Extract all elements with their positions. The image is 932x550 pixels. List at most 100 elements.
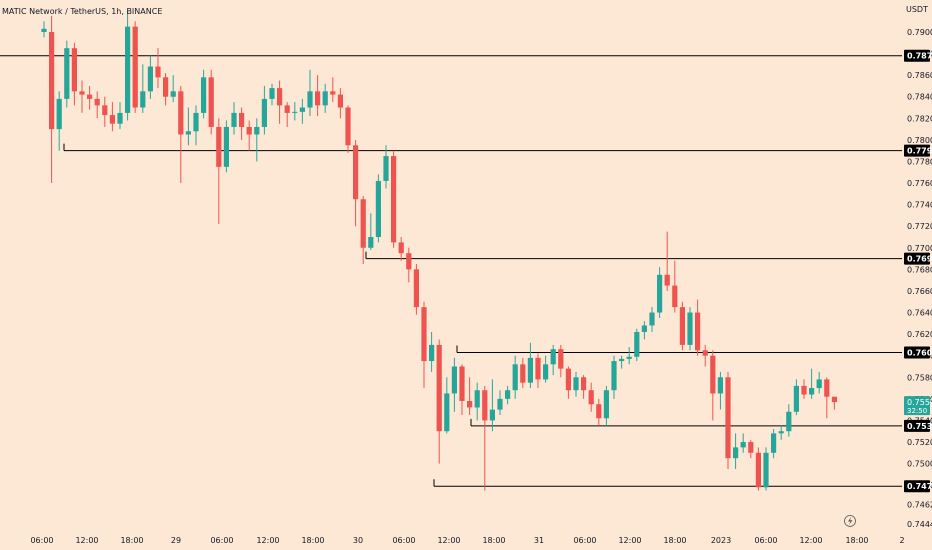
candle-body [383, 156, 389, 181]
x-tick-label: 18:00 [482, 536, 505, 545]
y-tick-label: 0.7462 [907, 501, 932, 510]
x-tick-label: 06:00 [210, 536, 233, 545]
candle-body [444, 393, 450, 432]
candle-body [755, 452, 761, 488]
candle-body [71, 48, 77, 92]
candle-body [307, 91, 313, 108]
candle-body [512, 364, 518, 391]
candle-body [132, 26, 138, 108]
candle-body [733, 447, 739, 459]
candle-body [155, 66, 161, 78]
candle-body [299, 107, 305, 112]
currency-label: USDT [906, 5, 928, 14]
level-price-box [904, 144, 930, 157]
candle-body [94, 98, 100, 106]
current-price-box [904, 396, 930, 416]
candle-body [672, 285, 678, 308]
candle-body [565, 368, 571, 391]
x-tick-label: 30 [353, 536, 363, 545]
candle-body [353, 145, 359, 200]
candle-body [482, 390, 488, 421]
candle-body [147, 66, 153, 92]
level-price-text: 0.7603 [907, 348, 932, 357]
candle-body [527, 357, 533, 383]
candles [41, 10, 837, 491]
x-tick-label: 18:00 [663, 536, 686, 545]
candle-body [231, 112, 237, 127]
candle-body [87, 94, 93, 99]
x-tick-label: 12:00 [75, 536, 98, 545]
level-price-box [904, 252, 930, 265]
candle-body [125, 26, 131, 113]
candle-body [459, 366, 465, 401]
candle-body [611, 361, 617, 391]
candle-body [41, 28, 47, 32]
candle-body [193, 112, 199, 132]
lightning-icon[interactable] [844, 515, 856, 527]
candle-body [740, 442, 746, 448]
candle-body [695, 312, 701, 351]
candle-body [56, 98, 62, 130]
candle-body [254, 126, 260, 135]
candle-body [710, 355, 716, 394]
candle-body [246, 126, 252, 135]
candle-body [603, 390, 609, 419]
candle-body [581, 377, 587, 391]
candle-body [216, 126, 222, 167]
candle-body [163, 77, 169, 97]
candle-body [208, 77, 214, 127]
x-tick-label: 12:00 [618, 536, 641, 545]
candle-body [451, 366, 457, 394]
candle-body [763, 452, 769, 488]
x-tick-label: 2 [899, 536, 904, 545]
x-tick-label: 31 [534, 536, 544, 545]
countdown-text: 32:50 [907, 407, 927, 415]
candle-body [497, 398, 503, 410]
x-tick-label: 18:00 [301, 536, 324, 545]
candle-body [140, 91, 146, 108]
candle-body [360, 199, 366, 248]
candle-body [550, 349, 556, 365]
candle-body [641, 325, 647, 332]
candle-body [467, 401, 473, 408]
candle-body [185, 131, 191, 135]
candle-body [178, 91, 184, 135]
x-tick-label: 06:00 [754, 536, 777, 545]
x-tick-label: 06:00 [30, 536, 53, 545]
candle-body [596, 404, 602, 419]
candle-body [573, 377, 579, 391]
candle-body [337, 94, 343, 108]
candle-body [170, 91, 176, 97]
candle-body [786, 411, 792, 432]
x-tick-label: 12:00 [256, 536, 279, 545]
candle-body [588, 390, 594, 405]
candle-body [489, 409, 495, 421]
candle-body [543, 364, 549, 380]
candle-body [725, 377, 731, 459]
candle-body [322, 91, 328, 106]
x-tick-label: 29 [171, 536, 181, 545]
candle-body [49, 32, 55, 130]
level-price-box [904, 346, 930, 359]
candle-body [102, 105, 108, 116]
candle-body [421, 307, 427, 362]
time-axis[interactable]: 06:00 12:00 18:00 29 06:00 12:00 18:00 30 06:00 1… [30, 536, 904, 545]
chart-title: MATIC Network / TetherUS, 1h, BINANCE [2, 7, 162, 16]
price-axis[interactable]: 0.74440.74620.74800.75000.75200.75400.75… [907, 28, 932, 529]
x-tick-label: 12:00 [799, 536, 822, 545]
level-price-box [904, 419, 930, 432]
candle-body [649, 312, 655, 326]
candle-body [345, 107, 351, 146]
